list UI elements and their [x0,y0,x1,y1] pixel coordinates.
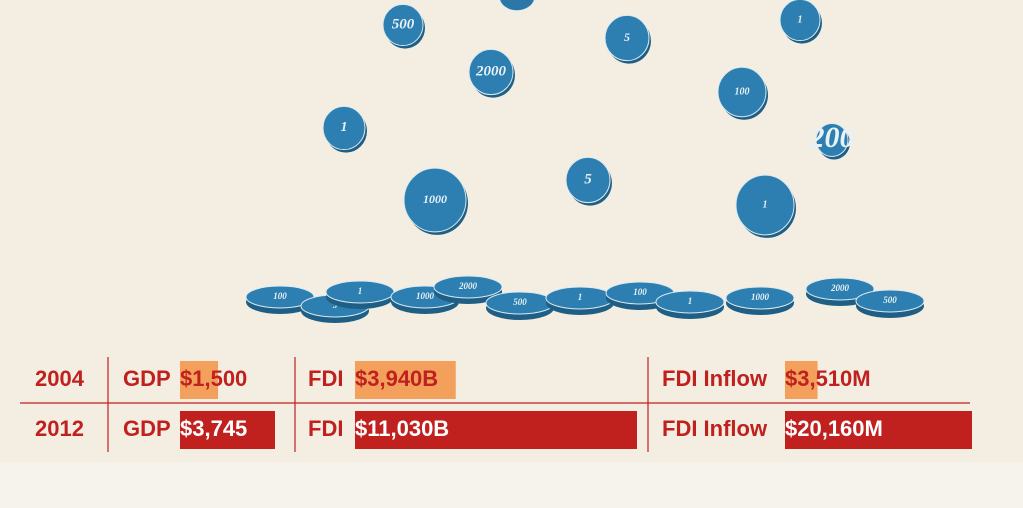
cell-value: $3,510M [785,366,871,391]
pile-coin-label: 500 [513,297,527,307]
coin-label: 5 [624,30,630,44]
coin-label: 5 [584,171,592,187]
cell-name: GDP [123,366,171,391]
pile-coin-label: 1 [688,296,693,306]
page: 5005120001001200100051 10051100020005001… [0,0,1023,508]
pile-coin-label: 100 [633,287,647,297]
pile-coin-label: 2000 [458,281,478,291]
cell-name: FDI [308,366,343,391]
pile-coin-label: 1 [578,292,583,302]
cell-name: FDI [308,416,343,441]
cell-value: $3,940B [355,366,438,391]
cell-value: $3,745 [180,416,247,441]
cell-name: FDI Inflow [662,366,768,391]
coin-label: 100 [735,86,750,97]
coin-label: 1000 [423,192,447,206]
cell-name: GDP [123,416,171,441]
cell-value: $1,500 [180,366,247,391]
pile-coin-label: 1 [358,286,363,296]
coin-label: 2000 [475,63,507,79]
year: 2004 [35,366,85,391]
coin-label: 200 [809,121,855,154]
pile-coin-label: 2000 [830,283,850,293]
coin-label: 500 [392,16,415,32]
cell-value: $20,160M [785,416,883,441]
coin-label: 1 [341,120,348,135]
infographic: 5005120001001200100051 10051100020005001… [0,0,1023,508]
pile-coin-label: 100 [273,291,287,301]
pile-coin-label: 500 [883,295,897,305]
cell-value: $11,030B [355,416,449,441]
pile-coin-label: 1000 [751,292,770,302]
pile-coin-label: 1000 [416,291,435,301]
year: 2012 [35,416,84,441]
coin-label: 1 [798,14,803,25]
cell-name: FDI Inflow [662,416,768,441]
coin-label: 1 [763,199,768,210]
